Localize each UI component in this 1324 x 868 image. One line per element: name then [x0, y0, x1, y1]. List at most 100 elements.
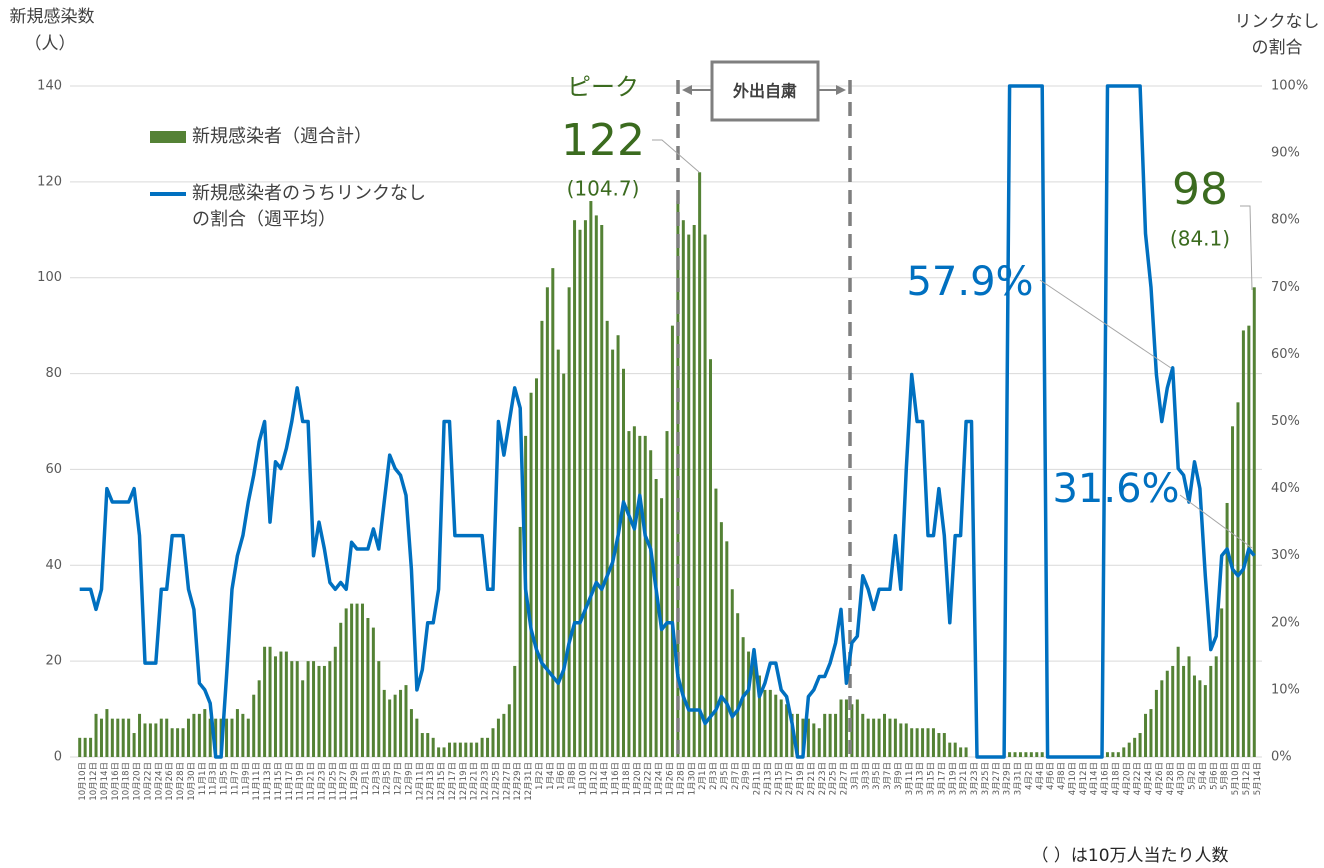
- bar: [817, 728, 821, 757]
- bar: [322, 665, 326, 757]
- bar: [942, 733, 946, 757]
- bar: [616, 335, 620, 757]
- bar: [1252, 287, 1256, 757]
- x-tick-label: 4月2日: [1024, 762, 1034, 790]
- bar: [366, 618, 370, 757]
- bar: [382, 689, 386, 757]
- bar: [513, 665, 517, 757]
- bar: [181, 728, 185, 757]
- x-tick-label: 5月2日: [1188, 762, 1198, 790]
- bar: [290, 661, 294, 757]
- x-tick-label: 12月9日: [404, 762, 414, 795]
- x-tick-label: 2月21日: [807, 762, 817, 795]
- bar: [252, 694, 256, 757]
- bar: [192, 713, 196, 757]
- x-tick-label: 12月15日: [437, 762, 447, 801]
- bar: [1231, 426, 1235, 757]
- bar: [714, 488, 718, 757]
- bar: [1241, 330, 1245, 757]
- y2-tick-label: 0%: [1271, 750, 1292, 765]
- bar: [861, 713, 865, 757]
- bar: [203, 709, 207, 757]
- x-tick-label: 3月25日: [981, 762, 991, 795]
- x-tick-label: 11月29日: [350, 762, 360, 801]
- legend-swatch: [150, 131, 186, 143]
- x-tick-label: 10月26日: [165, 762, 175, 801]
- bar: [279, 651, 283, 757]
- x-tick-label: 12月5日: [383, 762, 393, 795]
- bar: [611, 349, 615, 757]
- x-tick-label: 1月24日: [655, 762, 665, 795]
- x-tick-label: 3月11日: [905, 762, 915, 795]
- x-tick-label: 2月5日: [720, 762, 730, 790]
- x-tick-label: 2月15日: [774, 762, 784, 795]
- x-tick-label: 11月9日: [241, 762, 251, 795]
- bar: [1236, 402, 1240, 757]
- bar: [883, 713, 887, 757]
- bar: [339, 622, 343, 757]
- x-tick-label: 11月13日: [263, 762, 273, 801]
- bar: [844, 699, 848, 757]
- bar: [1024, 752, 1028, 757]
- x-tick-label: 2月9日: [742, 762, 752, 790]
- y2-tick-label: 30%: [1271, 548, 1300, 563]
- bar: [594, 215, 598, 757]
- bar: [866, 718, 870, 757]
- x-tick-label: 12月21日: [470, 762, 480, 801]
- x-tick-label: 2月13日: [763, 762, 773, 795]
- annotation: 98: [1172, 164, 1228, 215]
- y2-axis-title: リンクなし: [1235, 12, 1320, 32]
- legend-label: 新規感染者のうちリンクなしの割合（週平均）: [192, 183, 426, 230]
- y-axis-title: 新規感染数: [10, 7, 95, 27]
- y-tick-label: 20: [45, 654, 62, 669]
- bar: [127, 718, 131, 757]
- bar: [1013, 752, 1017, 757]
- bar: [888, 718, 892, 757]
- bar: [371, 627, 375, 757]
- x-tick-label: 10月24日: [154, 762, 164, 801]
- x-tick-label: 1月12日: [589, 762, 599, 795]
- bar: [415, 718, 419, 757]
- x-tick-label: 10月16日: [111, 762, 121, 801]
- bar: [1187, 656, 1191, 757]
- x-tick-label: 3月21日: [959, 762, 969, 795]
- bar: [328, 661, 332, 757]
- bar: [431, 737, 435, 757]
- bar: [605, 320, 609, 757]
- bar: [725, 541, 729, 757]
- x-tick-label: 3月1日: [850, 762, 860, 790]
- x-tick-label: 4月16日: [1101, 762, 1111, 795]
- x-tick-label: 12月27日: [502, 762, 512, 801]
- y-tick-label: 100: [37, 270, 62, 285]
- x-tick-label: 2月25日: [829, 762, 839, 795]
- annotation: 122: [561, 115, 645, 166]
- bar: [393, 694, 397, 757]
- x-tick-label: 5月6日: [1209, 762, 1219, 790]
- bar: [246, 718, 250, 757]
- bar: [409, 709, 413, 757]
- bar: [638, 435, 642, 757]
- x-tick-label: 5月8日: [1220, 762, 1230, 790]
- x-tick-label: 10月22日: [143, 762, 153, 801]
- x-tick-label: 10月12日: [89, 762, 99, 801]
- bar: [518, 526, 522, 757]
- bar: [806, 718, 810, 757]
- bar: [1182, 665, 1186, 757]
- bar: [790, 713, 794, 757]
- x-tick-label: 11月1日: [198, 762, 208, 795]
- leader-line: [652, 139, 700, 173]
- bar: [796, 713, 800, 757]
- bar: [627, 431, 631, 757]
- bar: [1192, 675, 1196, 757]
- bar: [475, 742, 479, 757]
- x-tick-label: 4月26日: [1155, 762, 1165, 795]
- x-tick-label: 10月20日: [133, 762, 143, 801]
- y-tick-label: 40: [45, 558, 62, 573]
- bar: [757, 675, 761, 757]
- x-tick-label: 11月19日: [296, 762, 306, 801]
- x-tick-label: 1月26日: [666, 762, 676, 795]
- bar: [649, 450, 653, 757]
- bar: [1105, 752, 1109, 757]
- bar: [763, 689, 767, 757]
